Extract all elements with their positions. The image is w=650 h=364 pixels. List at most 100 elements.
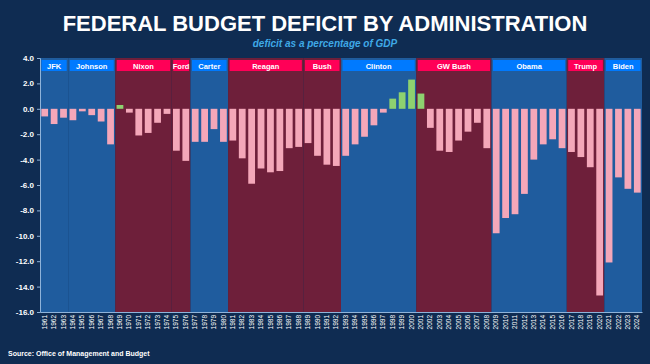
administration-label-box bbox=[230, 60, 302, 71]
bar bbox=[615, 109, 622, 178]
x-tick-label: 1983 bbox=[248, 315, 255, 330]
x-tick: 2012 bbox=[521, 315, 528, 330]
bar bbox=[625, 109, 632, 189]
bar bbox=[258, 109, 265, 169]
y-tick-label: -4.0 bbox=[20, 156, 34, 165]
x-tick-label: 1992 bbox=[332, 315, 339, 330]
y-tick: -2.0 bbox=[20, 130, 40, 139]
y-tick-label: -6.0 bbox=[20, 181, 34, 190]
x-tick-label: 1972 bbox=[144, 315, 151, 330]
y-tick-mark bbox=[37, 287, 40, 288]
y-tick-mark bbox=[37, 312, 40, 313]
x-tick: 1985 bbox=[267, 315, 274, 330]
bar bbox=[408, 80, 415, 109]
x-tick: 1993 bbox=[342, 315, 349, 330]
administration-band bbox=[228, 58, 303, 312]
bar bbox=[79, 109, 86, 112]
x-tick: 2005 bbox=[455, 315, 462, 330]
x-tick-label: 1975 bbox=[172, 315, 179, 330]
x-tick-label: 2000 bbox=[408, 315, 415, 330]
chart: FEDERAL BUDGET DEFICIT BY ADMINISTRATION… bbox=[0, 0, 650, 364]
bar bbox=[333, 109, 340, 166]
administration-bands: JFKJohnsonNixonFordCarterReaganBushClint… bbox=[40, 58, 642, 312]
x-tick: 1995 bbox=[361, 315, 368, 330]
administration-band bbox=[303, 58, 341, 312]
bar bbox=[164, 109, 171, 114]
x-tick-label: 1977 bbox=[191, 315, 198, 330]
bar bbox=[60, 109, 67, 118]
y-tick-mark bbox=[37, 58, 40, 59]
x-tick-label: 2021 bbox=[605, 315, 612, 330]
x-tick-label: 2002 bbox=[426, 315, 433, 330]
x-tick: 2009 bbox=[492, 315, 499, 330]
y-tick: -12.0 bbox=[16, 257, 40, 266]
x-tick-label: 2009 bbox=[492, 315, 499, 330]
administration-label: Bush bbox=[313, 62, 332, 71]
bar bbox=[145, 109, 152, 133]
y-axis: -16.0-14.0-12.0-10.0-8.0-6.0-4.0-2.00.02… bbox=[16, 54, 41, 317]
x-tick-label: 1974 bbox=[163, 315, 170, 330]
x-tick-label: 2015 bbox=[549, 315, 556, 330]
bar bbox=[587, 109, 594, 167]
x-tick-label: 1993 bbox=[342, 315, 349, 330]
x-tick: 1970 bbox=[125, 315, 132, 330]
bar bbox=[276, 109, 283, 171]
x-tick-label: 2018 bbox=[577, 315, 584, 330]
y-tick: 2.0 bbox=[23, 79, 40, 88]
administration-label-box bbox=[173, 60, 189, 71]
y-tick-label: -16.0 bbox=[16, 308, 35, 317]
x-tick: 1972 bbox=[144, 315, 151, 330]
bar bbox=[436, 109, 443, 151]
x-tick-label: 1985 bbox=[267, 315, 274, 330]
x-tick-label: 2011 bbox=[511, 315, 518, 329]
x-tick: 2007 bbox=[473, 315, 480, 330]
bar bbox=[540, 109, 547, 145]
x-tick: 2023 bbox=[624, 315, 631, 330]
bar bbox=[267, 109, 274, 173]
x-tick: 1997 bbox=[379, 315, 386, 330]
y-tick-label: -14.0 bbox=[16, 283, 35, 292]
x-tick-label: 1999 bbox=[398, 315, 405, 330]
bar bbox=[361, 109, 368, 137]
x-tick: 2001 bbox=[417, 315, 424, 330]
y-tick-label: -12.0 bbox=[16, 257, 35, 266]
x-tick-label: 1967 bbox=[97, 315, 104, 330]
x-tick-label: 1995 bbox=[361, 315, 368, 330]
x-tick-label: 1971 bbox=[135, 315, 142, 330]
administration-label: Johnson bbox=[76, 62, 108, 71]
bar bbox=[220, 109, 227, 142]
bar bbox=[352, 109, 359, 145]
x-tick-label: 2023 bbox=[624, 315, 631, 330]
x-tick: 1963 bbox=[60, 315, 67, 330]
bar bbox=[286, 109, 293, 148]
x-tick: 2000 bbox=[408, 315, 415, 330]
x-tick-label: 1981 bbox=[229, 315, 236, 330]
x-tick-label: 2014 bbox=[539, 315, 546, 330]
administration-label-box bbox=[70, 60, 114, 71]
y-tick: -14.0 bbox=[16, 283, 40, 292]
x-tick: 1981 bbox=[229, 315, 236, 330]
bar bbox=[606, 109, 613, 263]
bar bbox=[126, 109, 133, 113]
administration-band bbox=[492, 58, 567, 312]
administration-label: GW Bush bbox=[437, 62, 471, 71]
bar bbox=[521, 109, 528, 194]
y-tick-mark bbox=[37, 134, 40, 135]
x-tick: 2018 bbox=[577, 315, 584, 330]
y-axis-line bbox=[37, 59, 41, 313]
bar bbox=[211, 109, 218, 129]
x-tick-label: 1979 bbox=[210, 315, 217, 330]
administration-label-box bbox=[192, 60, 227, 71]
x-tick-label: 2013 bbox=[530, 315, 537, 330]
x-tick-label: 1964 bbox=[69, 315, 76, 330]
background bbox=[0, 0, 650, 364]
x-tick-label: 1962 bbox=[50, 315, 57, 330]
x-tick: 1974 bbox=[163, 315, 170, 330]
y-tick: 0.0 bbox=[23, 105, 40, 114]
x-tick: 1984 bbox=[257, 315, 264, 330]
x-tick: 2002 bbox=[426, 315, 433, 330]
x-tick: 1978 bbox=[201, 315, 208, 330]
bar bbox=[474, 109, 481, 123]
x-tick: 1987 bbox=[285, 315, 292, 330]
x-tick-label: 1980 bbox=[220, 315, 227, 330]
